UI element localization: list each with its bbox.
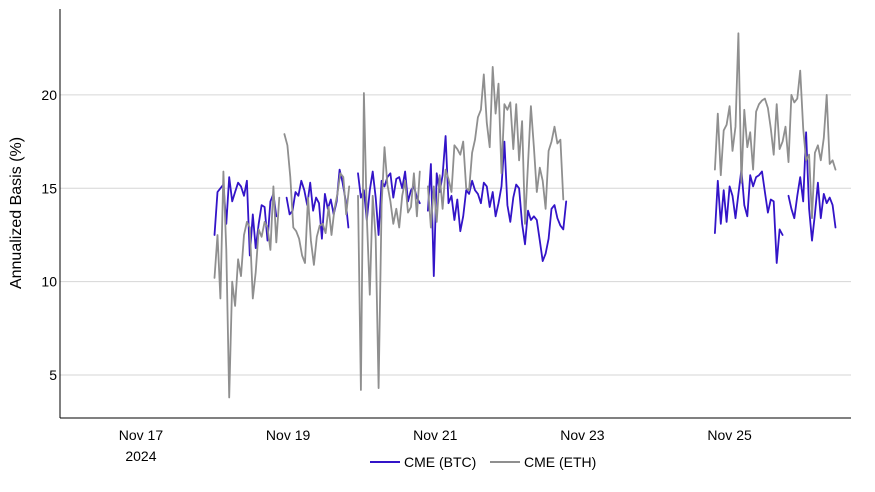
series-line-segment xyxy=(426,66,565,229)
legend-label: CME (BTC) xyxy=(404,454,476,470)
x-tick-label: Nov 25 xyxy=(707,427,752,443)
series-line-segment xyxy=(213,170,281,399)
series-line-segment xyxy=(787,131,837,242)
x-tick-label: Nov 17 xyxy=(119,427,164,443)
legend[interactable]: CME (BTC) CME (ETH) xyxy=(370,454,596,470)
series-layer xyxy=(213,32,837,399)
series-cme-eth xyxy=(213,66,565,399)
x-tick-label: Nov 19 xyxy=(266,427,311,443)
series-line-segment xyxy=(714,168,784,264)
series-line-segment xyxy=(283,133,351,266)
y-tick-label: 15 xyxy=(41,180,57,196)
legend-item[interactable]: CME (BTC) xyxy=(370,454,476,470)
axes xyxy=(59,9,851,419)
y-tick-label: 10 xyxy=(41,274,57,290)
legend-label: CME (ETH) xyxy=(524,454,596,470)
y-axis-title: Annualized Basis (%) xyxy=(8,137,25,289)
x-tick-sublabel: 2024 xyxy=(125,448,156,464)
y-tick-labels: 5 10 15 20 xyxy=(41,87,57,383)
series-line-segment xyxy=(357,92,421,391)
series-cme-btc xyxy=(714,131,837,264)
series-line-segment xyxy=(426,135,568,278)
y-tick-label: 5 xyxy=(49,367,57,383)
series-line-segment xyxy=(357,170,421,236)
legend-item[interactable]: CME (ETH) xyxy=(490,454,596,470)
y-tick-label: 20 xyxy=(41,87,57,103)
series-cme-eth xyxy=(714,32,837,220)
x-tick-labels: Nov 17 2024 Nov 19 Nov 21 Nov 23 Nov 25 xyxy=(119,427,752,464)
grid-lines xyxy=(60,94,851,376)
series-line-segment xyxy=(714,32,837,220)
x-tick-label: Nov 23 xyxy=(560,427,605,443)
x-tick-label: Nov 21 xyxy=(413,427,458,443)
